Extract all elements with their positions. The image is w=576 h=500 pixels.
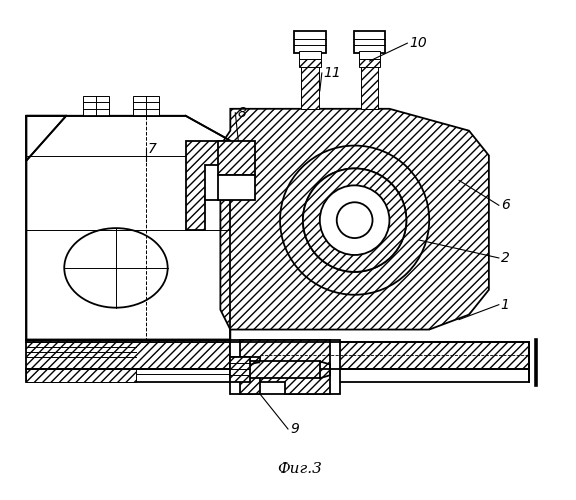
Polygon shape [206,166,230,200]
Polygon shape [26,370,230,374]
Polygon shape [230,340,340,394]
Polygon shape [185,140,230,230]
Circle shape [303,168,406,272]
Circle shape [303,168,406,272]
Polygon shape [133,96,159,116]
Polygon shape [354,31,385,53]
Polygon shape [218,176,255,201]
Polygon shape [260,370,529,382]
Polygon shape [361,51,378,109]
Circle shape [320,186,389,255]
Polygon shape [294,31,326,53]
Polygon shape [301,51,319,109]
Text: 11: 11 [324,66,342,80]
Polygon shape [299,51,321,59]
Polygon shape [240,340,330,394]
Polygon shape [26,340,230,342]
Polygon shape [359,51,381,59]
Polygon shape [218,140,255,175]
Polygon shape [26,342,529,369]
Text: 10: 10 [410,36,427,50]
Polygon shape [221,109,489,330]
Text: Фиг.3: Фиг.3 [278,462,323,476]
Text: 6: 6 [501,198,510,212]
Text: 7: 7 [148,142,157,156]
Polygon shape [248,362,320,378]
Ellipse shape [65,228,168,308]
Polygon shape [26,116,66,160]
Polygon shape [299,59,321,67]
Polygon shape [83,96,109,116]
Text: 2: 2 [501,251,510,265]
Circle shape [280,146,429,295]
Polygon shape [26,370,230,382]
Text: 9: 9 [290,422,299,436]
Polygon shape [359,59,381,67]
Polygon shape [26,370,136,382]
Circle shape [337,202,373,238]
Polygon shape [230,358,250,382]
Text: 8: 8 [237,106,246,120]
Text: 1: 1 [501,298,510,312]
Polygon shape [26,116,230,340]
